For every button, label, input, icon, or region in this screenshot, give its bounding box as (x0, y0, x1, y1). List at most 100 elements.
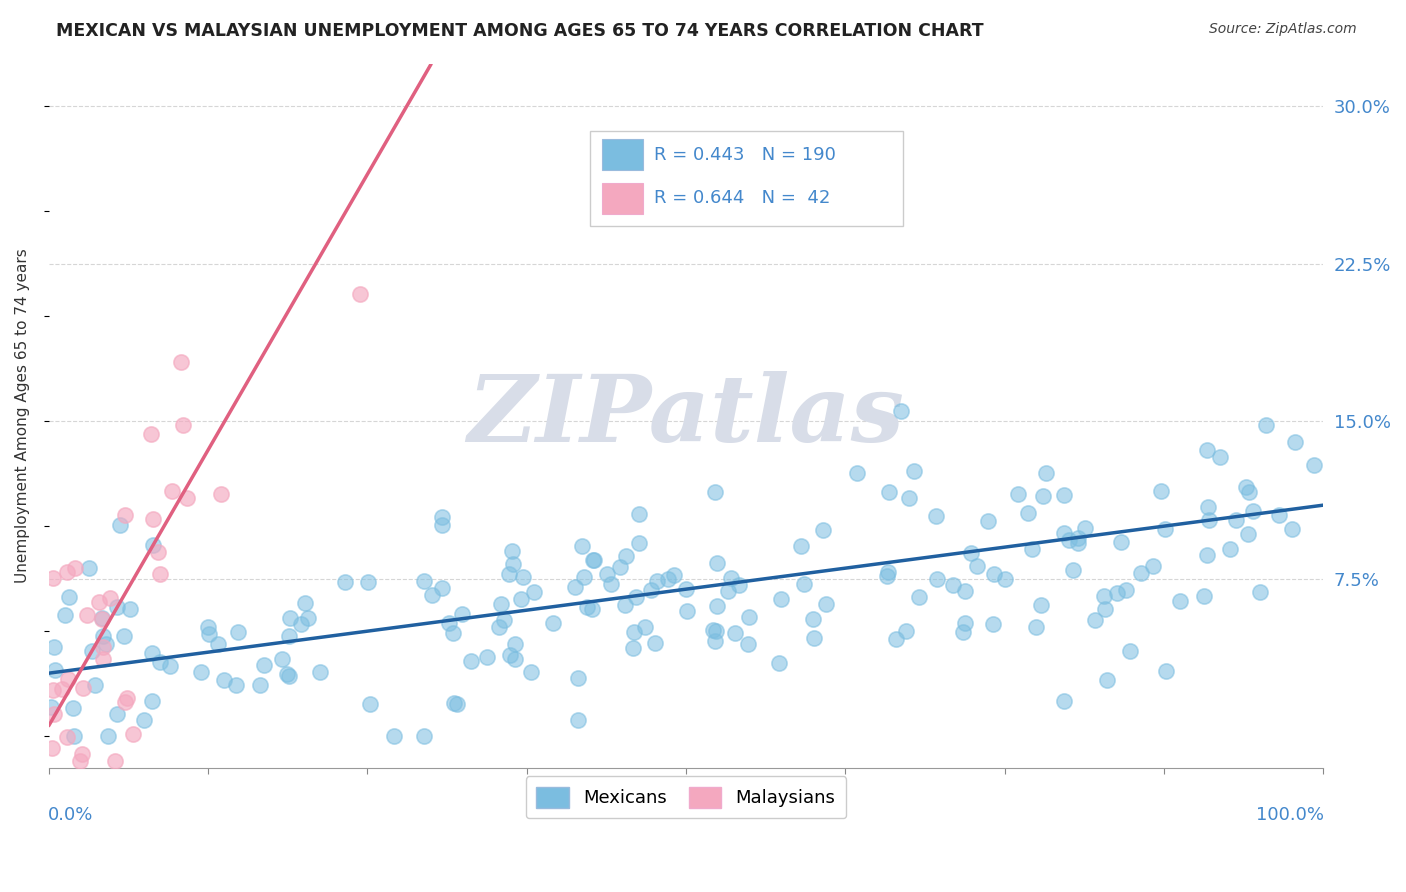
Point (146, 545, 169, 559)
Point (209, 487, 232, 501)
Point (640, 582, 662, 597)
Point (58, 591, 80, 605)
Point (541, 615, 564, 630)
Point (446, 698, 468, 712)
Point (1219, 542, 1241, 557)
Point (451, 607, 474, 622)
Point (1067, 531, 1090, 545)
Point (309, 665, 332, 679)
Point (959, 546, 981, 560)
Point (87, 595, 110, 609)
Point (1241, 503, 1264, 517)
Point (228, 624, 250, 639)
Point (1017, 506, 1039, 520)
Point (1021, 542, 1043, 557)
Text: 100.0%: 100.0% (1257, 806, 1324, 824)
Point (501, 543, 523, 558)
Point (1153, 522, 1175, 536)
Point (657, 573, 679, 587)
Point (571, 540, 593, 554)
Point (1142, 558, 1164, 573)
Point (706, 599, 728, 613)
Point (634, 619, 657, 633)
Point (1281, 522, 1303, 536)
Point (523, 585, 546, 599)
Point (1053, 525, 1076, 540)
Point (249, 678, 271, 692)
Point (877, 565, 900, 579)
Point (49, 821, 72, 835)
Point (176, 491, 198, 505)
Point (1225, 513, 1247, 527)
Point (56, 795, 79, 809)
Point (42, 571, 65, 585)
Point (624, 590, 647, 604)
Point (413, 729, 436, 743)
Point (1094, 602, 1116, 616)
Point (91, 610, 114, 624)
Point (132, 713, 155, 727)
Point (172, 418, 194, 433)
Point (114, 508, 136, 522)
Point (76, 608, 98, 623)
Point (675, 582, 697, 596)
Point (382, 729, 405, 743)
Point (1025, 620, 1047, 634)
Point (803, 631, 825, 645)
Point (98, 591, 121, 605)
Point (925, 508, 948, 523)
Point (574, 570, 596, 584)
Point (1192, 590, 1215, 604)
Point (271, 651, 294, 665)
Point (1067, 536, 1090, 550)
Point (1197, 500, 1219, 514)
Point (1198, 513, 1220, 527)
Point (297, 611, 319, 625)
Point (955, 584, 977, 599)
Point (278, 611, 301, 625)
Point (91, 629, 114, 643)
Point (623, 625, 645, 640)
Point (983, 567, 1005, 582)
Point (876, 569, 898, 583)
Point (596, 566, 619, 581)
Point (520, 665, 543, 679)
Point (706, 556, 728, 570)
Point (460, 654, 482, 668)
Point (48, 789, 70, 804)
Point (613, 598, 636, 612)
Point (1197, 549, 1219, 563)
Point (39, 699, 62, 714)
Point (644, 636, 666, 650)
Point (576, 600, 599, 615)
Point (1119, 644, 1142, 658)
FancyBboxPatch shape (591, 131, 903, 226)
Point (142, 512, 165, 526)
Point (908, 590, 931, 604)
Text: R = 0.443   N = 190: R = 0.443 N = 190 (654, 145, 837, 164)
Text: R = 0.644   N =  42: R = 0.644 N = 42 (654, 189, 831, 208)
Point (1154, 664, 1177, 678)
Point (503, 652, 526, 666)
Point (253, 657, 276, 672)
Point (118, 601, 141, 615)
Point (664, 567, 686, 582)
Point (69, 754, 91, 768)
Point (160, 483, 183, 498)
Point (509, 591, 531, 606)
Point (567, 671, 589, 685)
Point (512, 570, 534, 584)
Point (702, 623, 724, 637)
Point (149, 566, 172, 581)
Point (48, 773, 70, 788)
Point (432, 517, 454, 532)
Point (981, 617, 1004, 632)
Point (884, 632, 907, 646)
Point (333, 574, 356, 589)
Point (420, 588, 443, 602)
Text: ZIPatlas: ZIPatlas (467, 371, 904, 461)
Point (117, 690, 139, 705)
Point (225, 678, 247, 692)
Point (703, 485, 725, 500)
Point (621, 640, 644, 655)
